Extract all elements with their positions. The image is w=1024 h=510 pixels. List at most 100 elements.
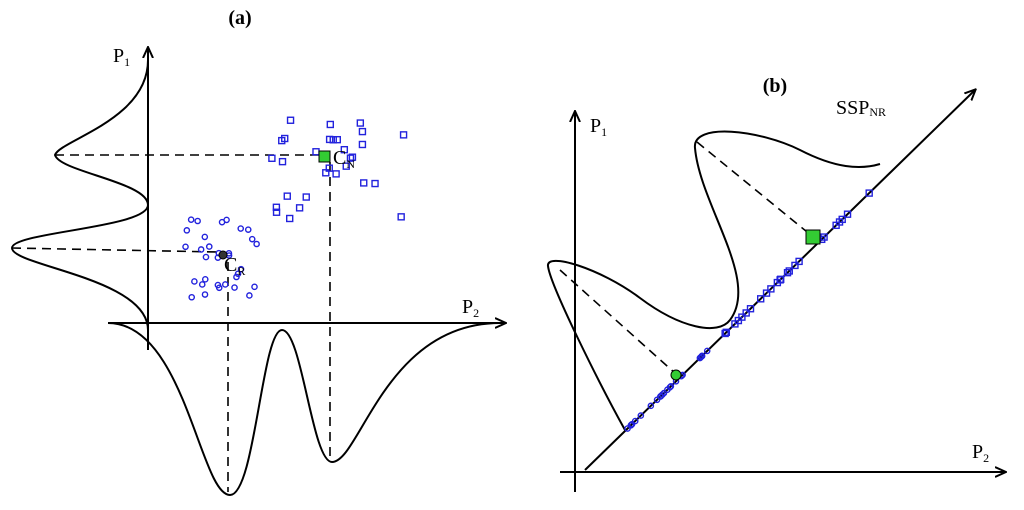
point (637, 412, 645, 419)
point (358, 140, 367, 149)
point (201, 291, 209, 298)
point (244, 226, 252, 233)
distribution-curve (107, 322, 501, 497)
axis-label: P1 (113, 45, 130, 69)
distribution-curve (10, 59, 150, 331)
center-label: CN (333, 147, 355, 171)
point (795, 257, 803, 266)
point (218, 218, 226, 226)
point (703, 347, 711, 355)
point (342, 162, 350, 170)
point (326, 120, 335, 129)
label-main: SSP (836, 97, 869, 119)
point (647, 402, 655, 410)
point (340, 145, 349, 154)
point (183, 227, 191, 234)
point (358, 127, 367, 136)
point (697, 354, 704, 361)
point (215, 284, 223, 292)
point (248, 235, 256, 243)
point (742, 309, 750, 317)
center-marker (218, 250, 228, 260)
label-main: P (462, 296, 473, 318)
point (777, 275, 785, 284)
point (756, 295, 765, 303)
point (272, 208, 281, 216)
point (746, 305, 755, 313)
point (660, 389, 668, 397)
point (233, 273, 240, 281)
point (791, 261, 799, 270)
axis-label: P2 (972, 441, 989, 465)
point (333, 135, 341, 144)
label-sub: 1 (601, 125, 607, 139)
label-sub: 1 (124, 55, 130, 69)
center-label: CR (224, 254, 245, 278)
projection-line (559, 141, 813, 375)
point (251, 283, 258, 291)
label-sub: N (346, 157, 355, 171)
label-sub: NR (869, 105, 886, 119)
point (624, 425, 631, 432)
point (231, 284, 238, 291)
axis-label: P2 (462, 296, 479, 320)
point (865, 189, 873, 197)
point (234, 270, 242, 278)
point (205, 243, 213, 250)
point (191, 278, 198, 285)
label-sub: 2 (983, 451, 989, 465)
point (272, 203, 281, 211)
scatter-points (182, 116, 408, 301)
point (657, 393, 664, 400)
point (312, 148, 320, 156)
panel-label: (b) (763, 75, 787, 97)
point (201, 233, 209, 241)
point (721, 329, 729, 338)
point (843, 210, 852, 218)
center-marker (805, 229, 821, 245)
point (348, 153, 357, 161)
point (332, 170, 340, 178)
point (667, 383, 675, 390)
label-sub: 2 (473, 306, 479, 320)
center-marker (318, 150, 331, 163)
point (286, 214, 294, 223)
line-label: SSPNR (836, 97, 886, 119)
point (295, 204, 304, 212)
axis-label: P1 (590, 115, 607, 139)
point (283, 192, 291, 200)
point (329, 136, 337, 144)
point (188, 293, 196, 301)
label-main: C (333, 147, 346, 169)
point (785, 267, 793, 275)
point (268, 154, 276, 162)
point (187, 216, 195, 223)
point (397, 213, 405, 221)
point (221, 281, 229, 288)
center-marker (670, 369, 682, 381)
point (820, 233, 828, 241)
point (201, 276, 209, 283)
point (281, 134, 289, 143)
point (253, 240, 260, 248)
point (286, 116, 295, 124)
panel-b: (b) P1 P2 SSPNR (547, 75, 1005, 492)
point (698, 352, 706, 360)
point (194, 217, 201, 225)
label-sub: R (237, 264, 245, 278)
point (322, 169, 330, 177)
point (783, 268, 792, 277)
point (302, 193, 310, 201)
point (360, 179, 368, 187)
point (237, 265, 245, 273)
point (182, 243, 189, 251)
point (237, 225, 245, 232)
panel-label: (a) (228, 7, 251, 29)
label-main: P (590, 115, 601, 137)
point (371, 179, 379, 188)
point (767, 285, 775, 293)
label-main: P (113, 45, 124, 67)
distribution-curve (547, 130, 881, 431)
point (664, 386, 671, 394)
point (832, 221, 840, 230)
